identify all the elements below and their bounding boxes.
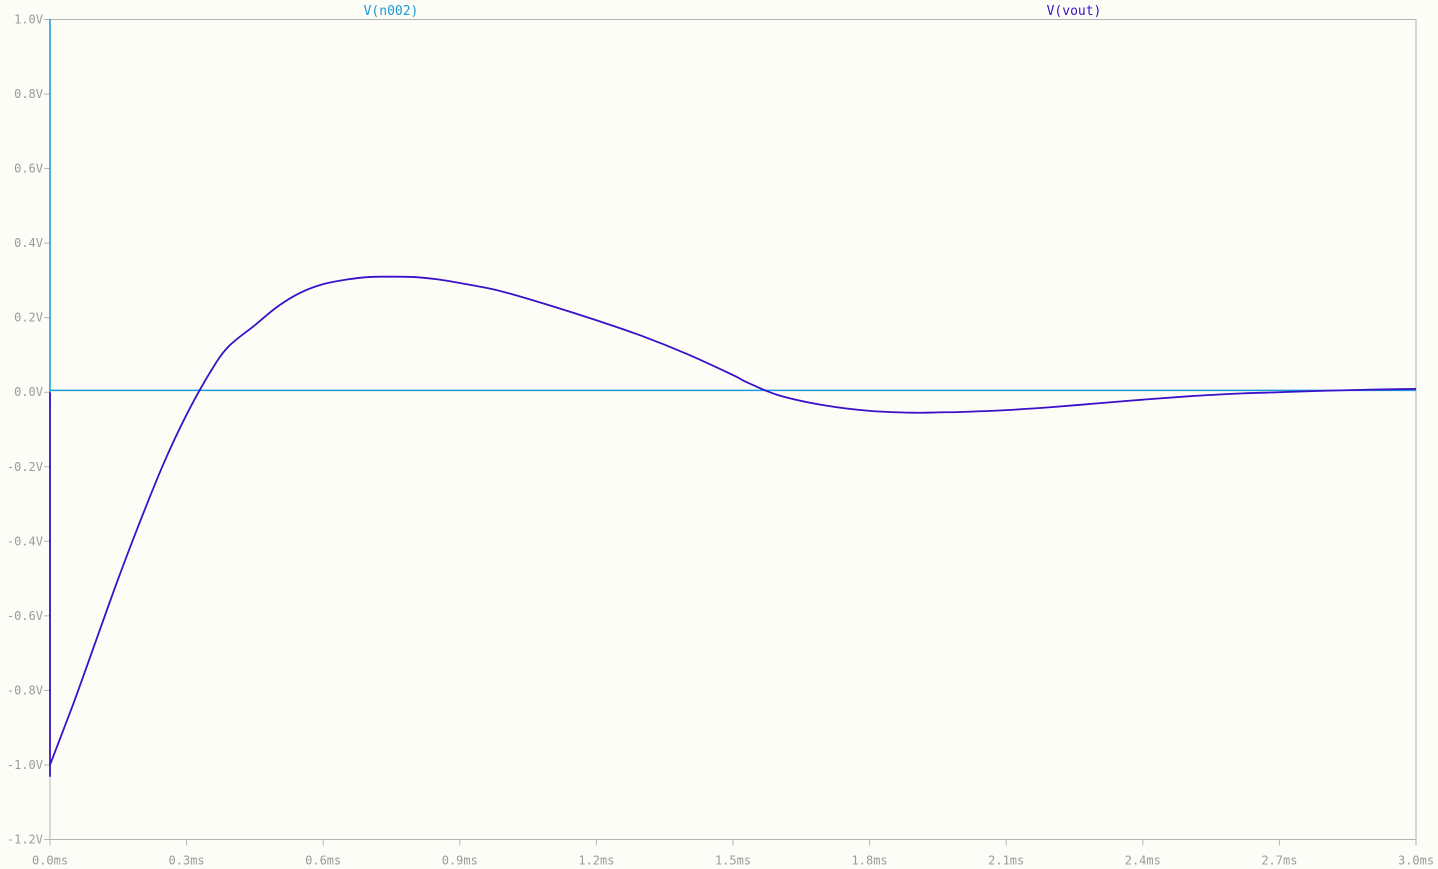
y-tick-label: -0.2V [7,460,43,474]
x-tick-label: 0.0ms [32,854,68,868]
x-tick-label: 1.5ms [715,854,751,868]
y-tick-label: 0.8V [14,87,43,101]
y-tick-label: -0.6V [7,609,43,623]
traces [49,18,1417,778]
y-tick-label: -1.2V [7,833,43,847]
y-tick-label: 0.6V [14,162,43,176]
x-tick-label: 2.7ms [1261,854,1297,868]
x-tick-label: 0.6ms [305,854,341,868]
x-tick-label: 0.9ms [442,854,478,868]
x-tick-label: 2.1ms [988,854,1024,868]
x-tick-label: 2.4ms [1125,854,1161,868]
x-tick-label: 3.0ms [1398,854,1434,868]
trace-v-n002[interactable] [49,18,1416,404]
trace-label-v-vout[interactable]: V(vout) [1047,4,1102,19]
x-tick-label: 1.2ms [578,854,614,868]
y-tick-label: 0.2V [14,311,43,325]
y-tick-label: 0.4V [14,236,43,250]
trace-label-v-n002[interactable]: V(n002) [364,4,419,19]
y-tick-label: -1.0V [7,758,43,772]
trace-labels: V(n002) V(vout) [364,4,1102,19]
x-tick-label: 0.3ms [169,854,205,868]
y-tick-label: -0.4V [7,534,43,548]
plot-area[interactable] [49,19,1417,840]
y-tick-label: 1.0V [14,13,43,27]
x-tick-label: 1.8ms [852,854,888,868]
x-axis-ticks: 0.0ms 0.3ms 0.6ms 0.9ms 1.2ms 1.5ms 1.8ms 2.1ms… [32,839,1434,868]
y-tick-label: -0.8V [7,683,43,697]
trace-v-vout[interactable] [49,275,1417,778]
y-tick-label: 0.0V [14,385,43,399]
y-axis-ticks: 1.0V 0.8V 0.6V 0.4V 0.2V 0.0V -0.2V -0.4V -0.6V -… [7,13,50,847]
